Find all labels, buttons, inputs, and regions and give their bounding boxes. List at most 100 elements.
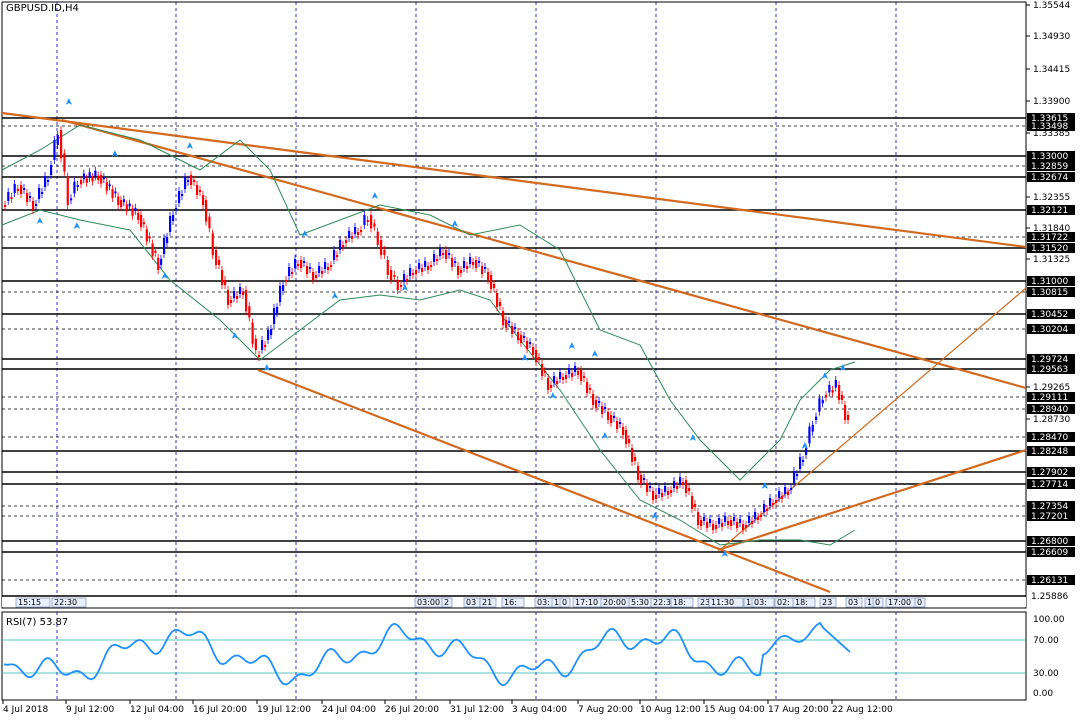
session-tag[interactable] xyxy=(670,597,694,608)
candlestick[interactable] xyxy=(327,267,330,270)
candlestick[interactable] xyxy=(784,487,787,494)
candlestick[interactable] xyxy=(111,189,114,198)
session-tag[interactable] xyxy=(441,597,453,608)
candlestick[interactable] xyxy=(294,259,297,268)
candlestick[interactable] xyxy=(484,267,487,269)
candlestick[interactable] xyxy=(463,261,466,268)
candlestick[interactable] xyxy=(330,265,333,267)
candlestick[interactable] xyxy=(366,220,369,222)
candlestick[interactable] xyxy=(321,271,324,274)
candlestick[interactable] xyxy=(248,306,251,318)
candlestick[interactable] xyxy=(445,250,448,259)
session-tag[interactable] xyxy=(51,597,87,608)
candlestick[interactable] xyxy=(565,375,568,379)
candlestick[interactable] xyxy=(50,165,53,175)
candlestick[interactable] xyxy=(267,330,270,340)
candlestick[interactable] xyxy=(412,273,415,275)
candlestick[interactable] xyxy=(318,266,321,273)
candlestick[interactable] xyxy=(487,272,490,280)
candlestick[interactable] xyxy=(245,290,248,312)
candlestick[interactable] xyxy=(406,279,409,281)
candlestick[interactable] xyxy=(254,338,257,350)
candlestick[interactable] xyxy=(523,336,526,338)
candlestick[interactable] xyxy=(610,415,613,423)
candlestick[interactable] xyxy=(175,208,178,210)
candlestick[interactable] xyxy=(478,261,481,263)
candlestick[interactable] xyxy=(88,172,91,178)
candlestick[interactable] xyxy=(66,176,69,205)
candlestick[interactable] xyxy=(825,395,828,398)
candlestick[interactable] xyxy=(724,516,727,522)
candlestick[interactable] xyxy=(760,515,763,517)
candlestick[interactable] xyxy=(360,230,363,232)
candlestick[interactable] xyxy=(763,504,766,512)
candlestick[interactable] xyxy=(808,426,811,444)
candlestick[interactable] xyxy=(403,274,406,282)
candlestick[interactable] xyxy=(134,207,137,211)
candlestick[interactable] xyxy=(475,260,478,268)
candlestick[interactable] xyxy=(640,475,643,484)
candlestick[interactable] xyxy=(282,285,285,291)
session-tag[interactable] xyxy=(501,597,525,608)
candlestick[interactable] xyxy=(556,381,559,384)
candlestick[interactable] xyxy=(844,405,847,420)
candlestick[interactable] xyxy=(151,243,154,256)
candlestick[interactable] xyxy=(342,245,345,247)
candlestick[interactable] xyxy=(7,192,10,201)
candlestick[interactable] xyxy=(427,266,430,270)
candlestick[interactable] xyxy=(41,192,44,194)
candlestick[interactable] xyxy=(490,275,493,289)
candlestick[interactable] xyxy=(781,496,784,499)
candlestick[interactable] xyxy=(655,495,658,499)
candlestick[interactable] xyxy=(583,376,586,378)
candlestick[interactable] xyxy=(261,340,264,350)
candlestick[interactable] xyxy=(363,215,366,225)
candlestick[interactable] xyxy=(577,371,580,375)
candlestick[interactable] xyxy=(439,248,442,256)
candlestick[interactable] xyxy=(541,364,544,376)
candlestick[interactable] xyxy=(236,296,239,299)
candlestick[interactable] xyxy=(727,521,730,525)
candlestick[interactable] xyxy=(73,181,76,194)
candlestick[interactable] xyxy=(535,350,538,362)
trend-line[interactable] xyxy=(61,118,1027,390)
candlestick[interactable] xyxy=(514,327,517,329)
candlestick[interactable] xyxy=(472,262,475,265)
candlestick[interactable] xyxy=(742,524,745,530)
candlestick[interactable] xyxy=(508,321,511,323)
candlestick[interactable] xyxy=(145,229,148,242)
candlestick[interactable] xyxy=(53,140,56,160)
candlestick[interactable] xyxy=(300,260,303,268)
candlestick[interactable] xyxy=(56,135,59,145)
candlestick[interactable] xyxy=(184,177,187,189)
candlestick[interactable] xyxy=(649,486,652,488)
session-tag[interactable] xyxy=(819,597,837,608)
candlestick[interactable] xyxy=(193,180,196,182)
candlestick[interactable] xyxy=(613,416,616,418)
candlestick[interactable] xyxy=(386,260,389,275)
candlestick[interactable] xyxy=(793,471,796,483)
candlestick[interactable] xyxy=(80,180,83,185)
candlestick[interactable] xyxy=(63,153,66,172)
candlestick[interactable] xyxy=(383,250,386,255)
candlestick[interactable] xyxy=(694,504,697,507)
candlestick[interactable] xyxy=(120,200,123,208)
candlestick[interactable] xyxy=(643,478,646,480)
candlestick[interactable] xyxy=(811,425,814,432)
price-pane[interactable] xyxy=(1,1,1027,609)
candlestick[interactable] xyxy=(26,193,29,202)
candlestick[interactable] xyxy=(137,212,140,220)
candlestick[interactable] xyxy=(297,264,300,266)
candlestick[interactable] xyxy=(35,204,38,206)
candlestick[interactable] xyxy=(706,522,709,528)
session-tag[interactable] xyxy=(872,597,884,608)
candlestick[interactable] xyxy=(148,236,151,239)
candlestick[interactable] xyxy=(658,488,661,494)
candlestick[interactable] xyxy=(376,231,379,245)
candlestick[interactable] xyxy=(264,345,267,347)
candlestick[interactable] xyxy=(538,357,541,359)
candlestick[interactable] xyxy=(637,466,640,480)
candlestick[interactable] xyxy=(520,335,523,343)
candlestick[interactable] xyxy=(646,483,649,492)
candlestick[interactable] xyxy=(634,457,637,461)
